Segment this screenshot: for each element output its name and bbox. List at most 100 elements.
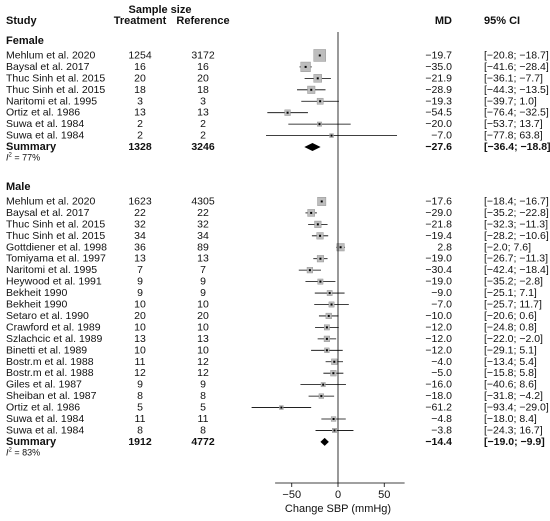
header-ci: 95% CI xyxy=(484,15,520,27)
reference-n: 12 xyxy=(197,356,209,368)
study-name: Thuc Sinh et al. 2015 xyxy=(6,84,105,96)
point-estimate xyxy=(318,123,321,126)
md-value: −12.0 xyxy=(425,344,452,356)
study-name: Bekheit 1990 xyxy=(6,287,67,299)
reference-n: 13 xyxy=(197,333,209,345)
point-estimate xyxy=(339,246,342,249)
study-name: Baysal et al. 2017 xyxy=(6,61,90,73)
reference-n: 16 xyxy=(197,61,209,73)
ci-value: [−20.6; 0.6] xyxy=(484,310,537,322)
study-name: Szlachcic et al. 1989 xyxy=(6,333,102,345)
treatment-n: 16 xyxy=(134,61,146,73)
study-name: Naritomi et al. 1995 xyxy=(6,264,97,276)
ci-value: [−28.2; −10.6] xyxy=(484,230,549,242)
header-study: Study xyxy=(6,15,37,27)
study-name: Mehlum et al. 2020 xyxy=(6,195,95,207)
x-axis: −50 0 50 xyxy=(275,32,405,501)
summary-treatment: 1328 xyxy=(128,141,152,153)
ci-value: [−22.0; −2.0] xyxy=(484,333,543,345)
ci-value: [−26.7; −11.3] xyxy=(484,253,548,265)
md-value: −19.3 xyxy=(425,95,452,107)
point-estimate xyxy=(320,200,323,203)
treatment-n: 12 xyxy=(134,367,146,379)
point-estimate xyxy=(325,326,328,329)
summary-md: −14.4 xyxy=(425,436,452,448)
ci-value: [−24.8; 0.8] xyxy=(484,321,537,333)
md-value: −30.4 xyxy=(425,264,452,276)
reference-n: 3 xyxy=(200,95,206,107)
md-value: −9.0 xyxy=(431,287,452,299)
reference-n: 20 xyxy=(197,72,209,84)
md-value: −29.0 xyxy=(425,207,452,219)
treatment-n: 1254 xyxy=(128,49,152,61)
point-estimate xyxy=(319,234,322,237)
md-value: −10.0 xyxy=(425,310,452,322)
summary-ci: [−19.0; −9.9] xyxy=(484,436,545,448)
md-value: −21.8 xyxy=(425,218,452,230)
treatment-n: 9 xyxy=(137,287,143,299)
treatment-n: 10 xyxy=(134,299,146,311)
reference-n: 3172 xyxy=(191,49,215,61)
point-estimate xyxy=(320,395,323,398)
reference-n: 10 xyxy=(197,299,209,311)
ci-value: [−31.8; −4.2] xyxy=(484,390,543,402)
md-value: −19.4 xyxy=(425,230,452,242)
md-value: −28.9 xyxy=(425,84,452,96)
ci-value: [−2.0; 7.6] xyxy=(484,241,531,253)
study-name: Thuc Sinh et al. 2015 xyxy=(6,72,105,84)
treatment-n: 10 xyxy=(134,321,146,333)
treatment-n: 13 xyxy=(134,333,146,345)
heterogeneity-i2: I2 = 83% xyxy=(6,447,40,457)
reference-n: 9 xyxy=(200,379,206,391)
md-value: −19.7 xyxy=(425,49,452,61)
treatment-n: 34 xyxy=(134,230,146,242)
reference-n: 32 xyxy=(197,218,209,230)
point-estimate xyxy=(333,429,336,432)
point-estimate xyxy=(322,383,325,386)
ci-value: [−41.6; −28.4] xyxy=(484,61,549,73)
header-sample-size: Sample size xyxy=(129,4,192,16)
ci-value: [−20.8; −18.7] xyxy=(484,49,549,61)
ci-value: [−18.4; −16.7] xyxy=(484,195,549,207)
treatment-n: 13 xyxy=(134,253,146,265)
treatment-n: 7 xyxy=(137,264,143,276)
study-name: Giles et al. 1987 xyxy=(6,379,82,391)
study-name: Ortiz et al. 1986 xyxy=(6,107,80,119)
point-estimate xyxy=(333,360,336,363)
summary-label: Summary xyxy=(6,436,57,448)
ci-value: [−53.7; 13.7] xyxy=(484,118,543,130)
study-name: Tomiyama et al. 1997 xyxy=(6,253,106,265)
header-reference: Reference xyxy=(176,15,229,27)
reference-n: 4305 xyxy=(191,195,215,207)
study-name: Thuc Sinh et al. 2015 xyxy=(6,218,105,230)
point-estimate xyxy=(286,111,289,114)
header-treatment: Treatment xyxy=(114,15,167,27)
md-value: −7.0 xyxy=(431,130,452,142)
md-value: −21.9 xyxy=(425,72,452,84)
reference-n: 22 xyxy=(197,207,209,219)
reference-n: 2 xyxy=(200,118,206,130)
treatment-n: 11 xyxy=(135,356,146,368)
reference-n: 89 xyxy=(197,241,209,253)
md-value: −12.0 xyxy=(425,321,452,333)
study-name: Bostr.m et al. 1988 xyxy=(6,356,94,368)
ci-value: [−93.4; −29.0] xyxy=(484,402,549,414)
md-value: 2.8 xyxy=(437,241,452,253)
heterogeneity-i2: I2 = 77% xyxy=(6,153,40,163)
point-estimate xyxy=(304,65,307,68)
md-value: −3.8 xyxy=(431,424,452,436)
point-estimate xyxy=(319,100,322,103)
point-estimate xyxy=(316,223,319,226)
ci-value: [−15.8; 5.8] xyxy=(484,367,537,379)
group-label: Female xyxy=(6,35,44,47)
point-estimate xyxy=(332,372,335,375)
group-label: Male xyxy=(6,181,30,193)
point-estimate xyxy=(325,337,328,340)
study-name: Binetti et al. 1989 xyxy=(6,344,87,356)
treatment-n: 36 xyxy=(134,241,146,253)
md-value: −61.2 xyxy=(425,402,452,414)
summary-diamond xyxy=(320,437,329,446)
reference-n: 20 xyxy=(197,310,209,322)
point-estimate xyxy=(319,257,322,260)
